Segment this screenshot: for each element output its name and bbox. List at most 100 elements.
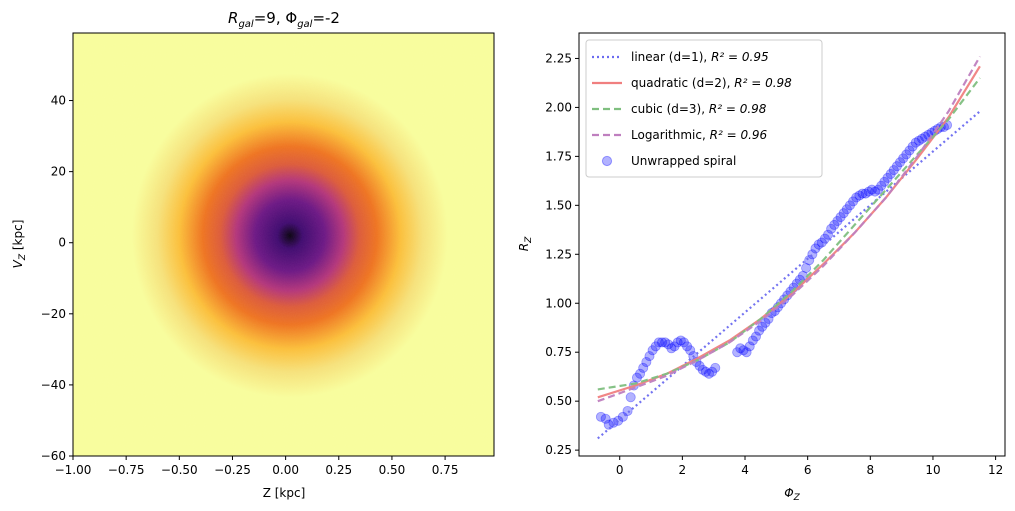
scatter-point [747, 335, 758, 346]
heatmap-panel: −1.00 −0.75 −0.50 −0.25 0.00 0.25 0.50 0.75 −60… [11, 9, 495, 500]
scatter-point [913, 135, 924, 146]
scatter-point [738, 345, 749, 356]
scatter-point [650, 341, 661, 352]
x-tick-label: −0.75 [108, 463, 145, 477]
scatter-point [873, 184, 884, 195]
scatter-point [901, 149, 912, 160]
x-tick-label: 6 [804, 463, 812, 477]
scatter-point [657, 337, 668, 348]
x-tick-label: 0.00 [272, 463, 299, 477]
y-tick-label: 2.00 [545, 100, 572, 114]
scatter-point [832, 215, 843, 226]
scatter-point [638, 362, 649, 373]
scatter-point [707, 366, 718, 377]
legend-entry: cubic (d=3), R² = 0.98 [631, 102, 767, 116]
scatter-point [757, 321, 768, 332]
scatter-point [741, 347, 752, 358]
y-tick-label: 2.25 [545, 51, 572, 65]
x-tick-label: 2 [679, 463, 687, 477]
x-tick-label: 0.50 [379, 463, 406, 477]
scatter-point [879, 176, 890, 187]
scatter-point [916, 133, 927, 144]
fit-lines [597, 55, 981, 440]
x-tick-label: 12 [988, 463, 1003, 477]
fit-line [597, 55, 981, 403]
scatter-point [860, 188, 871, 199]
y-tick-label: 40 [51, 94, 66, 108]
scatter-point [907, 141, 918, 152]
x-tick-label: −1.00 [55, 463, 92, 477]
y-tick-label: −60 [41, 449, 66, 463]
heatmap-y-ticks: −60 −40 −20 0 20 40 [41, 94, 73, 463]
scatter-point [622, 405, 633, 416]
x-tick-label: 8 [866, 463, 874, 477]
scatter-point [710, 362, 721, 373]
scatter-point [653, 337, 664, 348]
scatter-point [823, 229, 834, 240]
heatmap-x-label: Z [kpc] [263, 486, 306, 500]
scatter-point [829, 219, 840, 230]
scatter-point [904, 145, 915, 156]
y-tick-label: 0.75 [545, 345, 572, 359]
scatter-frame [578, 32, 1006, 457]
legend-r2: R² = 0.95 [711, 50, 769, 64]
scatter-point [625, 392, 636, 403]
scatter-point [672, 337, 683, 348]
scatter-point [608, 417, 619, 428]
legend-box [585, 39, 823, 178]
scatter-point [744, 341, 755, 352]
scatter-point [703, 368, 714, 379]
x-tick-label: −0.50 [161, 463, 198, 477]
scatter-point [669, 341, 680, 352]
legend-swatch [601, 155, 613, 167]
legend-r2: R² = 0.98 [734, 76, 792, 90]
scatter-point [844, 200, 855, 211]
scatter-point [735, 343, 746, 354]
scatter-point [754, 325, 765, 336]
scatter-point [866, 184, 877, 195]
legend-r2: R² = 0.96 [710, 128, 768, 142]
scatter-point [876, 180, 887, 191]
scatter-point [732, 347, 743, 358]
scatter-panel: 0 2 4 6 8 10 12 0.25 0.50 0.75 1.00 1.25 1.50 1.75 2.… [517, 32, 1006, 503]
scatter-point [644, 351, 655, 362]
scatter-point [851, 192, 862, 203]
legend-r2: R² = 0.98 [709, 102, 767, 116]
y-tick-label: 0.50 [545, 394, 572, 408]
scatter-points [595, 120, 953, 430]
heatmap-x-ticks: −1.00 −0.75 −0.50 −0.25 0.00 0.25 0.50 0.75 [55, 456, 459, 477]
x-tick-label: 4 [741, 463, 749, 477]
scatter-point [910, 137, 921, 148]
scatter-point [666, 343, 677, 354]
scatter-point [863, 186, 874, 197]
fit-line [597, 77, 981, 391]
x-tick-label: 10 [925, 463, 940, 477]
scatter-point [641, 356, 652, 367]
scatter-y-ticks: 0.25 0.50 0.75 1.00 1.25 1.50 1.75 2.00 2.25 [545, 51, 579, 457]
scatter-point [804, 255, 815, 266]
scatter-point [678, 337, 689, 348]
scatter-point [685, 345, 696, 356]
scatter-point [663, 339, 674, 350]
scatter-point [891, 161, 902, 172]
scatter-point [870, 186, 881, 197]
scatter-point [801, 262, 812, 273]
scatter-point [882, 172, 893, 183]
scatter-point [835, 212, 846, 223]
scatter-point [895, 157, 906, 168]
scatter-point [700, 366, 711, 377]
legend-entry: Logarithmic, R² = 0.96 [631, 128, 768, 142]
scatter-point [857, 188, 868, 199]
scatter-point [595, 411, 606, 422]
heatmap-frame [72, 32, 495, 457]
scatter-point [826, 223, 837, 234]
x-tick-label: 0 [616, 463, 624, 477]
legend: linear (d=1), R² = 0.95 quadratic (d=2), … [585, 39, 823, 178]
scatter-point [675, 335, 686, 346]
y-tick-label: −20 [41, 307, 66, 321]
scatter-point [682, 341, 693, 352]
scatter-point [600, 413, 611, 424]
x-tick-label: 0.75 [432, 463, 459, 477]
y-tick-label: 0.25 [545, 443, 572, 457]
